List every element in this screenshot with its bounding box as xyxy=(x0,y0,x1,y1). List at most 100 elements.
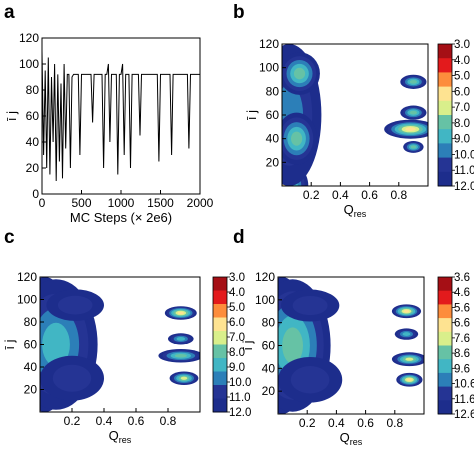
colorbar-frame-c xyxy=(212,276,228,413)
colorbar-swatch-c-5 xyxy=(213,344,227,359)
contour-d-6-6 xyxy=(406,378,412,382)
panel-a: 0 500 1000 1500 2000 0 20 40 60 80 100 120 MC Steps … xyxy=(4,31,214,225)
colorbar-tick-b-2: 5.0 xyxy=(454,71,470,83)
y-tick-label-d-5: 120 xyxy=(255,270,275,284)
colorbar-swatch-b-5 xyxy=(438,115,452,130)
y-tick-label-a-1: 20 xyxy=(26,161,40,175)
colorbar-frame-b xyxy=(437,43,453,187)
colorbar-tick-d-2: 5.6 xyxy=(454,302,470,314)
series-line xyxy=(42,50,200,182)
colorbar-tick-b-1: 4.0 xyxy=(454,55,470,67)
contour-d-4-6 xyxy=(403,309,410,313)
x-tick-label-d-3: 0.8 xyxy=(386,416,403,430)
colorbar-tick-d-8: 11.6 xyxy=(454,394,474,406)
y-tick-label-b-3: 80 xyxy=(266,84,280,98)
y-tick-label-d-1: 40 xyxy=(262,361,276,375)
y-axis-label-c: ī j xyxy=(2,339,17,349)
colorbar-tick-b-0: 3.0 xyxy=(454,39,470,51)
y-tick-label-a-5: 100 xyxy=(19,57,39,71)
axes-frame-a xyxy=(41,37,201,195)
panel-label-c: c xyxy=(4,227,15,248)
y-tick-label-d-4: 100 xyxy=(255,293,275,307)
y-tick-label-c-0: 20 xyxy=(24,383,38,397)
contour-d-3-1 xyxy=(292,295,328,316)
y-tick-label-b-2: 60 xyxy=(266,108,280,122)
y-tick-label-c-3: 80 xyxy=(24,315,38,329)
colorbar-swatch-c-9 xyxy=(213,398,227,413)
colorbar-swatch-c-8 xyxy=(213,385,227,399)
x-tick-label-a-0: 0 xyxy=(39,196,46,210)
colorbar-tick-b-4: 7.0 xyxy=(454,102,470,114)
contour-c-2-1 xyxy=(52,364,92,392)
colorbar-tick-c-5: 8.0 xyxy=(229,347,245,359)
colorbar-swatch-d-6 xyxy=(438,359,452,374)
colorbar-tick-c-4: 7.0 xyxy=(229,332,245,344)
panel-c: 3.0 4.0 5.0 6.0 7.0 8.0 9.0 10.0 11.0 12.0 0.2 0.4 0… xyxy=(2,270,251,445)
colorbar-tick-d-1: 4.6 xyxy=(454,287,470,299)
colorbar-tick-c-8: 11.0 xyxy=(229,392,251,404)
colorbar-tick-b-6: 9.0 xyxy=(454,134,470,146)
plot-area-c xyxy=(40,277,200,412)
x-tick-label-d-2: 0.6 xyxy=(357,416,374,430)
contour-c-1-3 xyxy=(42,322,70,367)
colorbar-tick-d-7: 10.6 xyxy=(454,379,474,391)
colorbar-swatch-d-9 xyxy=(438,400,452,415)
panel-d: 3.6 4.6 5.6 6.6 7.6 8.6 9.6 10.6 11.6 12.6 0.2 0.4 0… xyxy=(240,270,474,447)
colorbar-swatch-c-4 xyxy=(213,331,227,345)
contour-c-5-4 xyxy=(174,353,187,358)
colorbar-swatch-b-6 xyxy=(438,129,452,144)
colorbar-swatch-b-9 xyxy=(438,171,452,187)
x-tick-label-a-3: 1500 xyxy=(147,196,174,210)
colorbar-swatch-b-1 xyxy=(438,58,452,73)
x-tick-label-b-1: 0.4 xyxy=(332,188,349,202)
colorbar-swatch-b-2 xyxy=(438,72,452,88)
colorbar-tick-c-3: 6.0 xyxy=(229,317,245,329)
x-tick-label-b-3: 0.8 xyxy=(390,188,407,202)
contour-b-2-4 xyxy=(291,131,303,146)
contour-d-1-4 xyxy=(282,327,303,364)
x-tick-label-c-2: 0.6 xyxy=(128,414,145,428)
colorbar-swatch-c-2 xyxy=(213,304,227,318)
colorbar-swatch-b-8 xyxy=(438,157,452,173)
colorbar-swatch-c-6 xyxy=(213,358,227,372)
x-tick-label-d-0: 0.2 xyxy=(299,416,316,430)
y-tick-label-c-1: 40 xyxy=(24,360,38,374)
colorbar-tick-d-0: 3.6 xyxy=(454,272,470,284)
y-tick-label-b-4: 100 xyxy=(259,61,279,75)
y-axis-label-d: ī j xyxy=(240,340,255,350)
y-axis-label-b: ī j xyxy=(244,110,259,120)
y-tick-label-a-4: 80 xyxy=(26,83,40,97)
x-tick-label-a-2: 1000 xyxy=(108,196,135,210)
colorbar-tick-c-6: 9.0 xyxy=(229,362,245,374)
y-tick-label-c-5: 120 xyxy=(17,270,37,284)
y-axis-label-a: ī j xyxy=(4,111,19,121)
colorbar-swatch-d-1 xyxy=(438,290,452,305)
y-tick-label-a-6: 120 xyxy=(19,31,39,45)
x-tick-label-a-4: 2000 xyxy=(187,196,214,210)
contour-d-5-5 xyxy=(405,357,414,361)
contour-b-6-4 xyxy=(409,79,417,84)
x-axis-label-a: MC Steps (× 2e6) xyxy=(70,210,172,225)
x-axis-label-b: Qres xyxy=(344,202,367,219)
colorbar-tick-c-7: 10.0 xyxy=(229,377,251,389)
colorbar-swatch-d-3 xyxy=(438,318,452,333)
panel-label-b: b xyxy=(233,2,245,23)
y-tick-label-a-3: 60 xyxy=(26,109,40,123)
contour-b-5-4 xyxy=(409,110,417,115)
colorbar-swatch-c-1 xyxy=(213,290,227,305)
contour-c-4-6 xyxy=(177,311,184,315)
colorbar-tick-b-9: 12.0 xyxy=(454,181,474,193)
colorbar-tick-b-5: 8.0 xyxy=(454,118,470,130)
colorbar-tick-b-8: 11.0 xyxy=(454,165,474,177)
colorbar-swatch-d-2 xyxy=(438,304,452,319)
colorbar-swatch-d-4 xyxy=(438,331,452,346)
x-tick-label-c-3: 0.8 xyxy=(160,414,177,428)
x-tick-label-d-1: 0.4 xyxy=(328,416,345,430)
y-tick-label-c-2: 60 xyxy=(24,338,38,352)
x-tick-label-a-1: 500 xyxy=(71,196,91,210)
contour-d-2-1 xyxy=(290,366,330,394)
plot-area-d xyxy=(278,277,424,414)
colorbar-tick-b-7: 10.00 xyxy=(454,149,474,161)
contour-c-7-3 xyxy=(176,336,186,341)
